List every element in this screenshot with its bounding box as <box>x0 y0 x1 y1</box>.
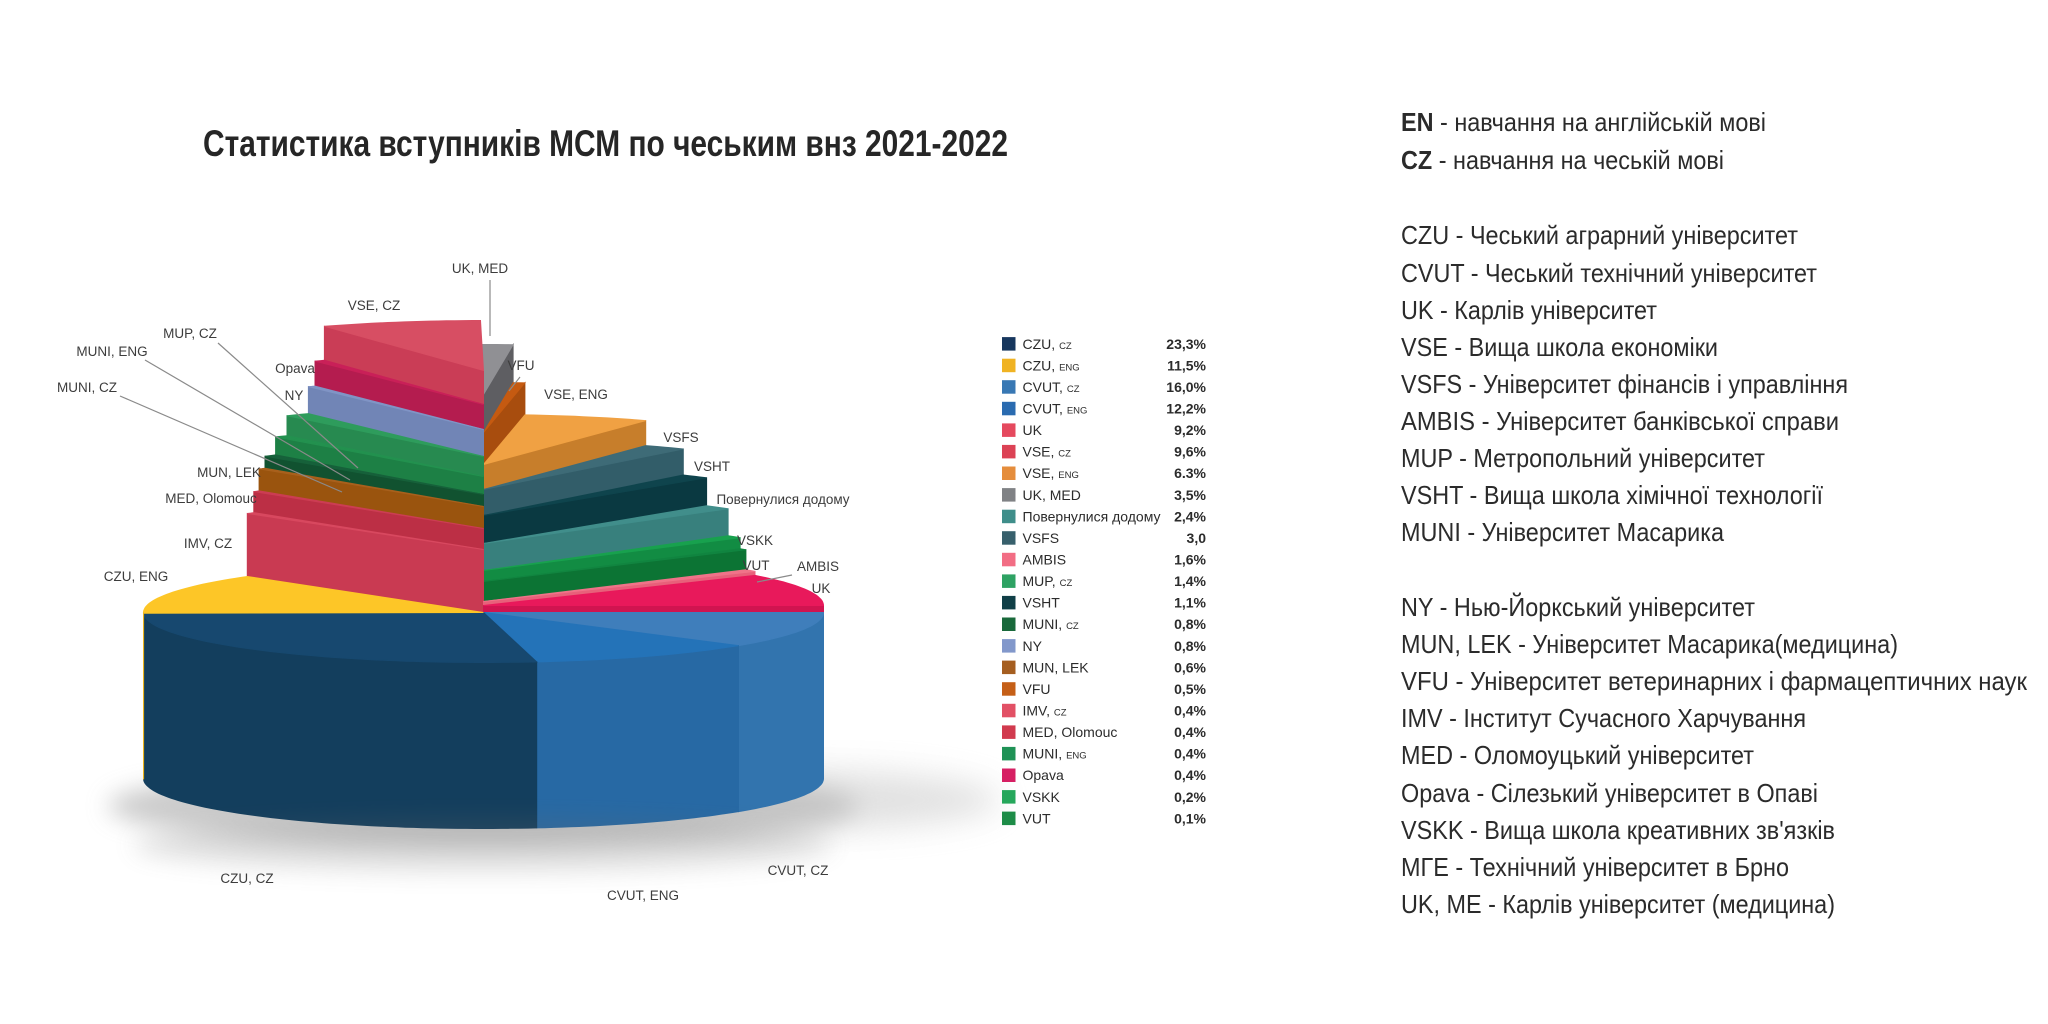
svg-text:0,2%: 0,2% <box>1174 789 1206 805</box>
svg-text:23,3%: 23,3% <box>1166 336 1206 352</box>
svg-text:11,5%: 11,5% <box>1167 357 1206 373</box>
svg-text:0,4%: 0,4% <box>1174 724 1206 740</box>
svg-text:0,4%: 0,4% <box>1174 746 1206 762</box>
svg-text:Opava - Сілезький університет: Opava - Сілезький університет в Опаві <box>1401 778 1818 808</box>
svg-text:0,4%: 0,4% <box>1174 767 1206 783</box>
svg-text:0,5%: 0,5% <box>1174 681 1206 697</box>
svg-text:MED - Оломоуцький університет: MED - Оломоуцький університет <box>1401 740 1754 770</box>
svg-text:CVUT, ENG: CVUT, ENG <box>607 888 679 903</box>
svg-text:6.3%: 6.3% <box>1174 465 1206 481</box>
svg-text:VFU: VFU <box>1023 681 1051 697</box>
svg-text:UK: UK <box>812 581 831 596</box>
svg-text:Opava: Opava <box>275 361 315 376</box>
svg-text:Повернулися додому: Повернулися додому <box>716 492 849 507</box>
svg-text:NY - Нью-Йоркський університет: NY - Нью-Йоркський університет <box>1401 592 1755 622</box>
svg-text:3,0: 3,0 <box>1187 530 1207 546</box>
svg-text:MUN, LEK - Університет Масарик: MUN, LEK - Університет Масарика(медицина… <box>1401 629 1898 659</box>
svg-text:0,8%: 0,8% <box>1174 638 1206 654</box>
svg-text:Повернулися додому: Повернулися додому <box>1023 508 1161 524</box>
svg-text:МГЕ - Технічний університет в: МГЕ - Технічний університет в Брно <box>1401 852 1789 882</box>
svg-text:MED, Olomouc: MED, Olomouc <box>1023 724 1118 740</box>
svg-text:16,0%: 16,0% <box>1166 379 1206 395</box>
svg-text:AMBIS - Університет банківськ: AMBIS - Університет банківської справи <box>1401 406 1839 436</box>
svg-text:1,6%: 1,6% <box>1174 552 1206 568</box>
svg-text:1,1%: 1,1% <box>1174 595 1206 611</box>
svg-text:MUNI, CZ: MUNI, CZ <box>57 380 117 395</box>
svg-text:VSKK - Вища школа креативних з: VSKK - Вища школа креативних зв'язків <box>1401 815 1835 845</box>
svg-text:MUP, CZ: MUP, CZ <box>163 326 217 341</box>
svg-text:VSE, ENG: VSE, ENG <box>544 387 608 402</box>
svg-text:VFU - Університет ветеринарних: VFU - Університет ветеринарних і фармаце… <box>1401 666 2028 696</box>
svg-text:AMBIS: AMBIS <box>1023 552 1067 568</box>
svg-text:MUNI, CZ: MUNI, CZ <box>1023 616 1079 632</box>
svg-text:VSHT: VSHT <box>694 459 730 474</box>
svg-text:CZU - Чеський аграрний універс: CZU - Чеський аграрний університет <box>1401 220 1798 250</box>
svg-text:9,2%: 9,2% <box>1174 422 1206 438</box>
svg-text:CVUT, CZ: CVUT, CZ <box>768 863 829 878</box>
svg-text:UK - Карлів університет: UK - Карлів університет <box>1401 295 1657 325</box>
svg-text:3,5%: 3,5% <box>1174 487 1206 503</box>
svg-text:0,8%: 0,8% <box>1174 616 1206 632</box>
svg-text:IMV, CZ: IMV, CZ <box>184 536 232 551</box>
svg-text:MUP - Метропольний університет: MUP - Метропольний університет <box>1401 443 1765 473</box>
svg-text:MUN, LEK: MUN, LEK <box>197 465 261 480</box>
svg-text:9,6%: 9,6% <box>1174 444 1206 460</box>
svg-text:CZ - навчання на чеській мові: CZ - навчання на чеській мові <box>1401 145 1724 175</box>
svg-text:VFU: VFU <box>508 358 535 373</box>
svg-text:VSE, CZ: VSE, CZ <box>348 298 401 313</box>
svg-text:NY: NY <box>285 388 304 403</box>
svg-text:VSE - Вища школа економіки: VSE - Вища школа економіки <box>1401 332 1718 362</box>
svg-text:1,4%: 1,4% <box>1174 573 1206 589</box>
svg-text:NY: NY <box>1023 638 1043 654</box>
svg-text:VSFS - Університет фінансів і: VSFS - Університет фінансів і управління <box>1401 369 1848 399</box>
svg-text:12,2%: 12,2% <box>1166 401 1206 417</box>
svg-text:0,6%: 0,6% <box>1174 659 1206 675</box>
svg-text:CVUT, CZ: CVUT, CZ <box>1023 379 1080 395</box>
svg-text:AMBIS: AMBIS <box>797 559 839 574</box>
svg-text:VUT: VUT <box>1023 810 1051 826</box>
svg-text:MED, Olomouc: MED, Olomouc <box>165 491 257 506</box>
svg-text:MUNI, ENG: MUNI, ENG <box>76 344 147 359</box>
svg-text:CZU, ENG: CZU, ENG <box>104 569 169 584</box>
svg-text:CZU, CZ: CZU, CZ <box>220 871 273 886</box>
svg-text:MUN, LEK: MUN, LEK <box>1023 659 1090 675</box>
svg-text:VSKK: VSKK <box>737 533 773 548</box>
svg-text:CVUT - Чеський технічний уніве: CVUT - Чеський технічний університет <box>1401 258 1817 288</box>
svg-text:0,1%: 0,1% <box>1174 810 1206 826</box>
svg-text:0,4%: 0,4% <box>1174 703 1206 719</box>
svg-text:VSHT: VSHT <box>1023 595 1061 611</box>
svg-text:Opava: Opava <box>1023 767 1064 783</box>
svg-text:UK, ME - Карлів університет (м: UK, ME - Карлів університет (медицина) <box>1401 889 1835 919</box>
svg-text:VSFS: VSFS <box>663 430 698 445</box>
svg-text:IMV - Інститут Сучасного Харчу: IMV - Інститут Сучасного Харчування <box>1401 703 1806 733</box>
svg-text:VUT: VUT <box>743 558 770 573</box>
svg-text:VSKK: VSKK <box>1023 789 1061 805</box>
svg-text:EN - навчання на англійській м: EN - навчання на англійській мові <box>1401 107 1766 137</box>
svg-text:VSHT - Вища школа хімічної тех: VSHT - Вища школа хімічної технології <box>1401 480 1823 510</box>
svg-text:UK: UK <box>1023 422 1043 438</box>
svg-text:UK, MED: UK, MED <box>452 261 509 276</box>
svg-text:Статистика вступників МСМ по ч: Статистика вступників МСМ по чеським внз… <box>203 123 1008 164</box>
svg-text:2,4%: 2,4% <box>1174 508 1206 524</box>
svg-text:UK, MED: UK, MED <box>1023 487 1081 503</box>
svg-text:MUNI - Університет Масарика: MUNI - Університет Масарика <box>1401 517 1724 547</box>
svg-text:VSFS: VSFS <box>1023 530 1060 546</box>
